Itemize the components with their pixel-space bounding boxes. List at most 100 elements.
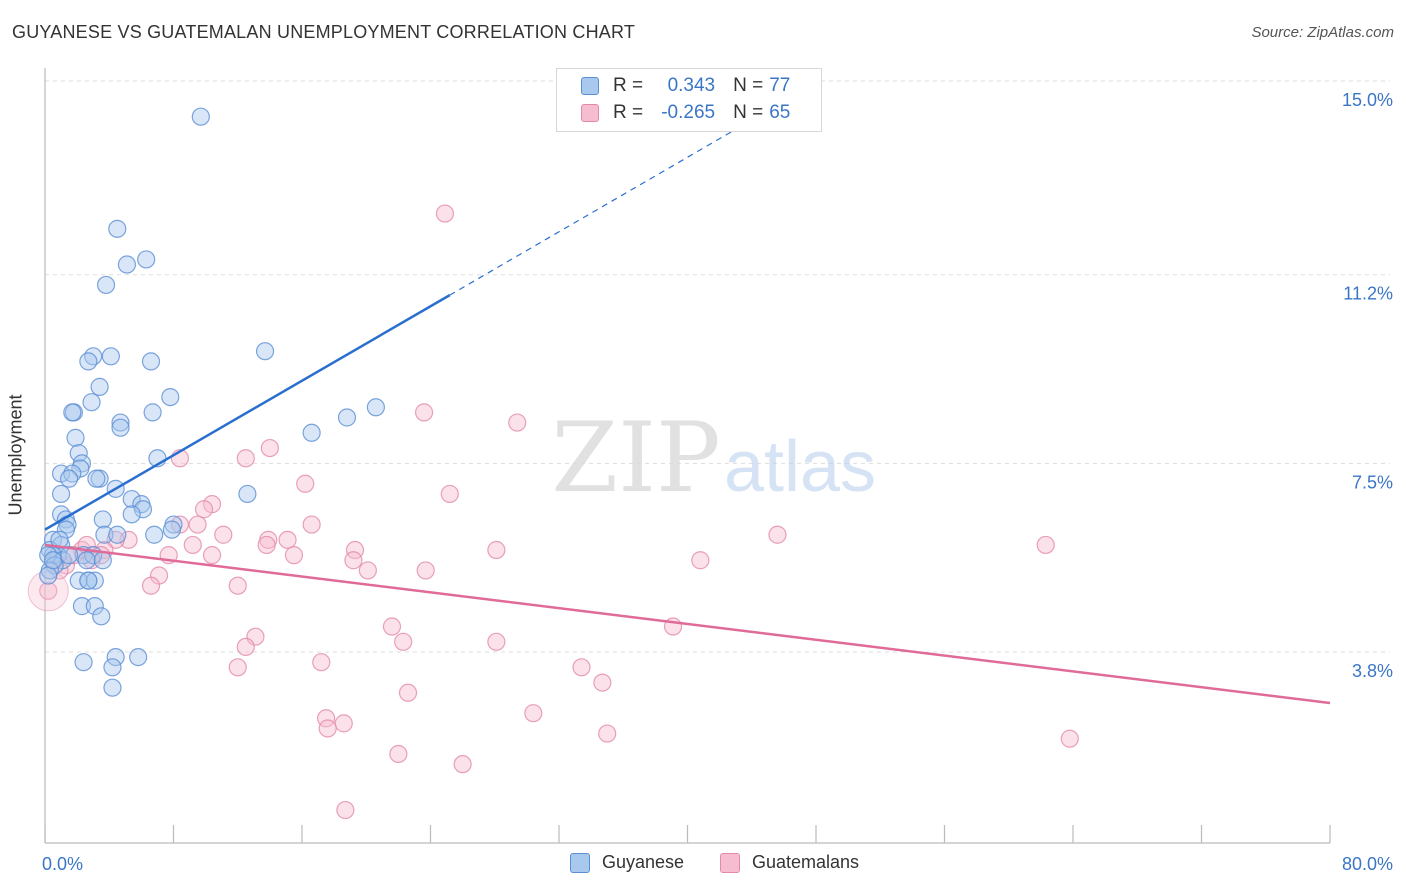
data-point-guyanese (137, 250, 156, 269)
data-point-guyanese (111, 413, 130, 432)
data-point-guatemalans (1036, 535, 1055, 555)
data-point-guatemalans (119, 530, 138, 549)
data-point-guatemalans (508, 413, 527, 432)
data-point-guyanese (74, 653, 93, 672)
legend-row-guatemalans: R = -0.265 N = 65 (581, 100, 790, 126)
data-point-guyanese (69, 571, 88, 590)
data-point-guyanese (59, 546, 79, 565)
data-point-guatemalans (214, 525, 233, 544)
legend-n-value: 77 (769, 75, 791, 96)
data-point-guyanese (43, 551, 63, 570)
data-point-guyanese (66, 428, 85, 447)
series-guyanese-points (39, 107, 385, 697)
legend-swatch-guyanese (570, 852, 590, 873)
data-point-guyanese (141, 352, 161, 371)
data-point-guyanese (39, 566, 58, 585)
data-point-guatemalans (593, 673, 612, 692)
data-point-guatemalans (336, 800, 355, 820)
data-point-guyanese (143, 403, 162, 422)
watermark: ZIP atlas (551, 402, 876, 514)
legend-swatch-guatemalans (581, 104, 599, 122)
data-point-guyanese (103, 658, 122, 677)
data-point-guyanese (238, 484, 257, 504)
data-point-guatemalans (302, 515, 321, 534)
data-point-guyanese (129, 647, 148, 667)
data-point-guyanese (117, 255, 137, 274)
x-tick-label: 0.0% (42, 854, 83, 874)
legend-r-value: 0.343 (667, 75, 716, 96)
legend-item-guatemalans[interactable]: Guatemalans (720, 852, 859, 873)
data-point-guatemalans (188, 515, 207, 534)
legend-n-label: N = (733, 75, 764, 96)
data-point-guatemalans (183, 535, 202, 555)
data-point-guyanese (106, 647, 125, 667)
data-point-guatemalans (598, 724, 617, 743)
legend-label-guatemalans: Guatemalans (752, 852, 860, 872)
watermark-zip: ZIP (551, 402, 720, 514)
data-point-guyanese (162, 520, 181, 539)
legend-n-value: 65 (769, 102, 791, 123)
data-point-guatemalans (318, 719, 337, 738)
x-tick-label: 80.0% (1342, 854, 1393, 874)
data-point-guyanese (51, 484, 71, 504)
data-point-guatemalans (228, 658, 247, 677)
trend-line-guatemalans (44, 543, 1331, 705)
source-label: Source: ZipAtlas.com (1251, 24, 1394, 41)
data-point-guatemalans (194, 500, 214, 519)
axes (44, 68, 1331, 844)
data-point-guyanese (77, 551, 96, 570)
data-point-guatemalans (389, 744, 408, 764)
data-point-guyanese (122, 505, 141, 524)
y-tick-label: 3.8% (1352, 661, 1393, 681)
data-point-guatemalans (257, 535, 276, 555)
data-point-guatemalans (344, 551, 363, 570)
data-point-guyanese (122, 489, 141, 509)
legend-item-guyanese[interactable]: Guyanese (570, 852, 684, 873)
y-axis-label: Unemployment (5, 394, 26, 516)
data-point-guatemalans (1060, 729, 1079, 748)
data-point-guatemalans (440, 484, 459, 504)
data-point-guatemalans (141, 576, 161, 595)
data-point-guyanese (85, 571, 104, 590)
legend-r-label: R = (613, 75, 644, 96)
data-point-guyanese (72, 597, 92, 616)
data-point-guatemalans (382, 617, 402, 636)
series-legend: Guyanese Guatemalans (0, 852, 1406, 878)
y-tick-label: 15.0% (1342, 90, 1393, 110)
data-point-guatemalans (39, 581, 58, 600)
data-point-guyanese (39, 546, 58, 565)
data-point-guyanese (255, 342, 275, 361)
data-point-guatemalans (394, 632, 413, 651)
data-point-guatemalans (487, 540, 506, 560)
data-point-guyanese (63, 403, 82, 422)
chart-title: GUYANESE VS GUATEMALAN UNEMPLOYMENT CORR… (12, 22, 636, 42)
data-point-guyanese (90, 377, 109, 396)
data-point-guatemalans (334, 714, 353, 733)
legend-swatch-guyanese (581, 77, 599, 95)
legend-r-value: -0.265 (661, 102, 716, 123)
data-point-guatemalans (228, 576, 247, 595)
data-point-guatemalans (358, 561, 377, 580)
data-point-guyanese (50, 530, 69, 549)
data-point-guyanese (133, 500, 153, 519)
trend-lines (44, 100, 1331, 705)
grid-lines (45, 80, 1390, 653)
correlation-legend: R = 0.343 N = 77 R = -0.265 N = 65 (556, 68, 822, 132)
legend-r-label: R = (613, 102, 644, 123)
data-point-guyanese (63, 464, 82, 483)
legend-swatch-guatemalans (720, 852, 740, 873)
data-point-guyanese (95, 525, 114, 544)
data-point-guyanese (79, 571, 98, 590)
data-point-guyanese (87, 469, 106, 488)
data-point-guatemalans (453, 755, 472, 774)
data-point-guatemalans (398, 683, 418, 702)
legend-label-guyanese: Guyanese (602, 852, 685, 872)
trend-line-guyanese-projection (449, 100, 785, 296)
data-point-guatemalans (296, 474, 315, 493)
data-point-guatemalans (278, 530, 297, 549)
trend-line-guyanese (44, 294, 451, 531)
data-point-guatemalans (768, 525, 787, 544)
x-tick-labels: 0.0% 80.0% (42, 854, 1393, 874)
data-point-guyanese (108, 525, 127, 544)
